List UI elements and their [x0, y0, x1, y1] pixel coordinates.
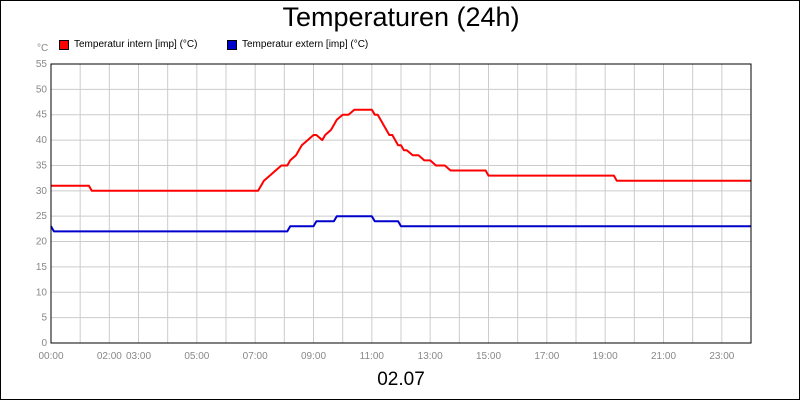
x-tick-label: 07:00: [243, 351, 268, 362]
y-tick-label: 35: [36, 160, 48, 171]
legend-swatch-intern: [59, 39, 69, 50]
legend-label-extern: Temperatur extern [imp] (°C): [242, 39, 369, 50]
y-tick-label: 20: [36, 237, 48, 248]
y-tick-label: 55: [36, 59, 48, 70]
x-tick-label: 23:00: [709, 351, 734, 362]
y-unit-label: °C: [37, 43, 49, 54]
series-line-1: [50, 215, 751, 233]
chart-title: Temperaturen (24h): [282, 2, 520, 32]
x-tick-label: 13:00: [418, 351, 443, 362]
legend-swatch-extern: [227, 39, 237, 50]
y-tick-label: 0: [41, 338, 47, 349]
y-tick-label: 50: [36, 84, 48, 95]
legend-label-intern: Temperatur intern [imp] (°C): [74, 39, 198, 50]
x-tick-label: 11:00: [360, 351, 385, 362]
y-tick-label: 5: [41, 313, 47, 324]
y-tick-label: 40: [36, 135, 48, 146]
y-tick-label: 10: [36, 287, 48, 298]
x-tick-label: 15:00: [476, 351, 501, 362]
x-tick-label: 02:00: [97, 351, 122, 362]
plot-border: [50, 63, 752, 344]
x-tick-label: 17:00: [534, 351, 559, 362]
series-line-0: [51, 108, 751, 192]
y-tick-label: 30: [36, 186, 48, 197]
y-tick-label: 25: [36, 211, 48, 222]
x-tick-label: 21:00: [651, 351, 676, 362]
x-axis-date-label: 02.07: [377, 369, 425, 390]
x-tick-label: 03:00: [126, 351, 151, 362]
legend-entry-extern: Temperatur extern [imp] (°C): [227, 39, 368, 50]
x-tick-label: 19:00: [593, 351, 618, 362]
legend-entry-intern: Temperatur intern [imp] (°C): [59, 39, 197, 50]
x-tick-label: 09:00: [301, 351, 326, 362]
x-tick-label: 00:00: [38, 351, 63, 362]
y-tick-label: 45: [36, 110, 48, 121]
y-tick-label: 15: [36, 262, 48, 273]
x-tick-label: 05:00: [184, 351, 209, 362]
